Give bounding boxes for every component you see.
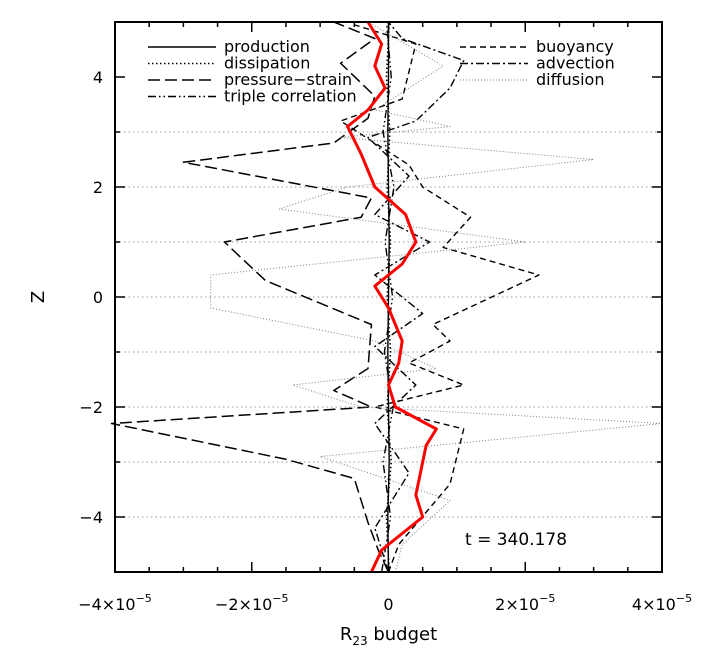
x-axis-title-suffix: budget [368,624,438,645]
x-tick-label: 2×10−5 [495,592,555,614]
y-tick-label: 0 [93,288,103,307]
x-tick-label: 4×10−5 [632,592,692,614]
y-tick-label: −4 [79,508,103,527]
series-line-red-total [345,21,438,573]
y-tick-label: 4 [93,68,103,87]
legend-label: pressure−strain [224,70,352,89]
zero-gridline-group [115,131,662,518]
series-group [110,21,663,573]
time-annotation: t = 340.178 [465,530,567,550]
legend: productiondissipationpressure−straintrip… [148,37,615,106]
y-tick-label: 2 [93,178,103,197]
x-tick-label: −4×10−5 [78,592,152,614]
legend-label: triple correlation [224,87,357,106]
x-tick-label: −2×10−5 [215,592,289,614]
series-line-diffusion [210,21,663,573]
y-tick-label: −2 [79,398,103,417]
tick-labels-group: −4×10−5 −2×10−5 0 2×10−5 4×10−5 −4 −2 0 2 4 [78,68,692,614]
series-line-buoyancy [339,24,540,573]
legend-label: diffusion [536,70,604,89]
legend-label: production [224,37,310,56]
x-axis-title-main: R [340,624,353,645]
series-line-triple-correlation [380,21,395,573]
y-axis-title: Z [28,291,49,303]
series-line-advection [367,21,465,573]
x-axis-title: R23 budget [340,624,437,648]
legend-label: buoyancy [536,37,614,56]
legend-label: dissipation [224,54,310,73]
series-line-production [387,22,390,573]
legend-label: advection [536,54,615,73]
x-axis-title-subscript: 23 [352,634,367,648]
ticks-group [114,21,663,573]
x-tick-label: 0 [383,595,393,614]
